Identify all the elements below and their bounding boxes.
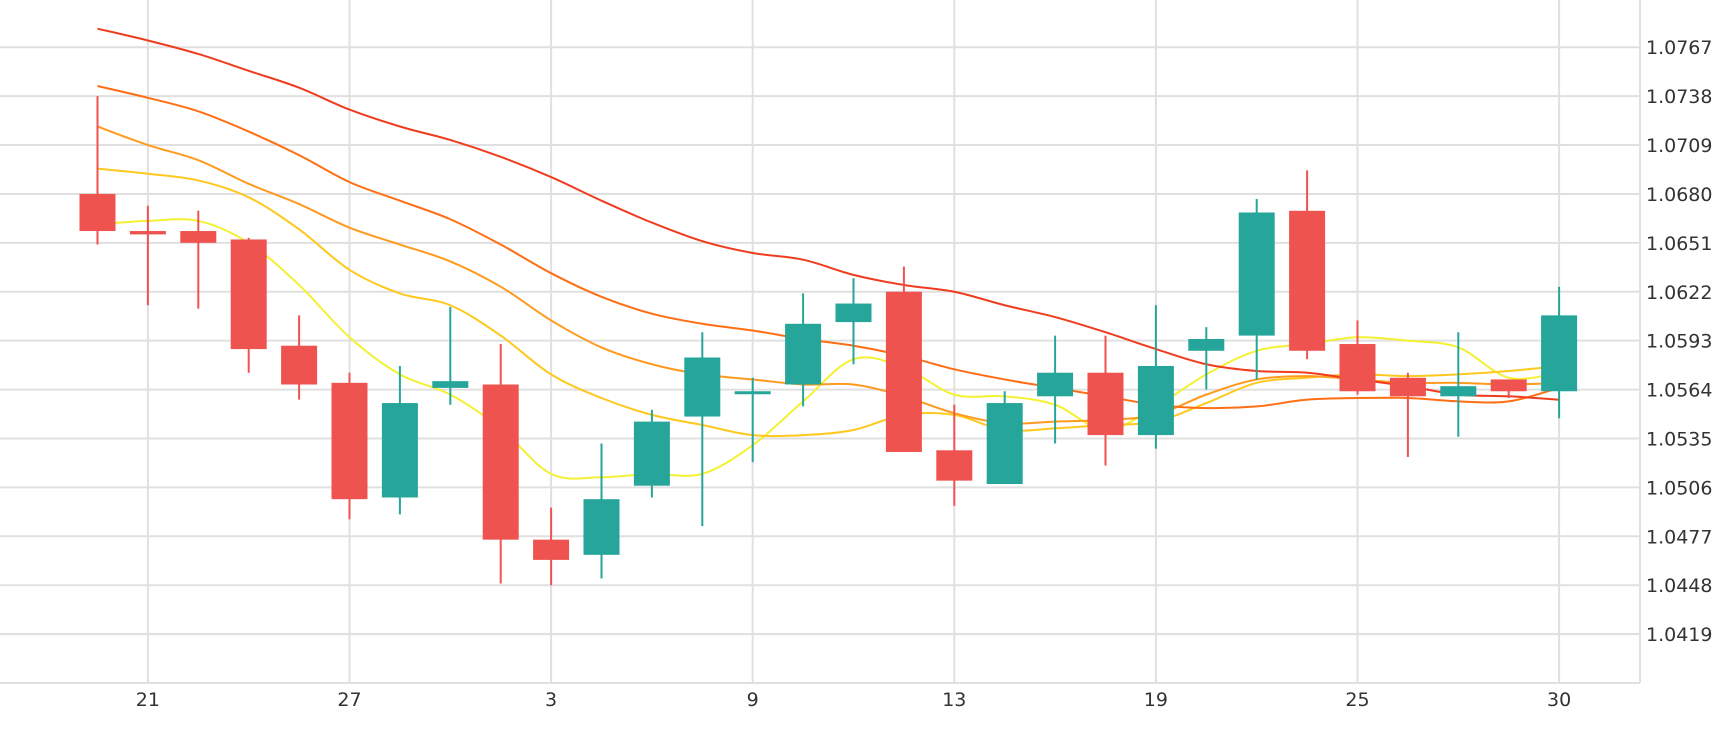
candle-body [482, 384, 519, 540]
x-tick-label: 27 [337, 689, 361, 711]
candle [432, 306, 469, 405]
candle [281, 315, 318, 400]
candle-body [79, 193, 116, 232]
y-tick-label: 1.0680 [1646, 184, 1712, 206]
candle-body [180, 231, 217, 243]
candle [1289, 170, 1326, 360]
candle [835, 278, 872, 365]
y-tick-label: 1.0651 [1646, 233, 1712, 255]
candle [583, 443, 620, 579]
candle [986, 391, 1023, 485]
y-tick-label: 1.0738 [1646, 86, 1712, 108]
candle [1440, 332, 1477, 437]
candle-body [1389, 377, 1426, 397]
candle [533, 507, 570, 586]
candle [1238, 198, 1275, 380]
y-tick-label: 1.0709 [1646, 135, 1712, 157]
candle-body [1289, 210, 1326, 351]
candle [331, 372, 368, 520]
x-tick-label: 30 [1547, 689, 1571, 711]
candle-body [381, 403, 418, 498]
horizontal-gridlines [0, 46, 1640, 636]
candle-body [1339, 344, 1376, 392]
candle [79, 96, 116, 245]
candles [79, 96, 1578, 586]
candle-body [936, 450, 973, 481]
y-tick-label: 1.0477 [1646, 526, 1712, 548]
candle [1389, 372, 1426, 458]
x-axis-tick-labels: 21 27 3 9 13 19 25 30 [136, 689, 1571, 711]
candle-body [1490, 379, 1527, 392]
candle-body [835, 303, 872, 323]
candle-body [331, 382, 368, 500]
x-tick-label: 21 [136, 689, 160, 711]
candle [180, 210, 217, 309]
x-tick-label: 25 [1345, 689, 1369, 711]
candle-body [432, 381, 469, 388]
candle [684, 332, 721, 527]
candle-body [1037, 372, 1074, 397]
candle [936, 404, 973, 506]
candle [1339, 320, 1376, 395]
candle [734, 377, 771, 463]
y-tick-label: 1.0593 [1646, 331, 1712, 353]
y-tick-label: 1.0535 [1646, 428, 1712, 450]
candle-body [885, 291, 922, 452]
candle [633, 409, 670, 498]
moving-average-line-4 [97, 85, 1560, 410]
candle-body [1541, 315, 1578, 392]
candle-body [1440, 386, 1477, 397]
y-tick-label: 1.0622 [1646, 282, 1712, 304]
candle [1188, 327, 1225, 390]
candle [230, 237, 267, 373]
candle-body [1238, 212, 1275, 336]
candle-body [1188, 338, 1225, 351]
candle-body [129, 231, 166, 235]
candle [1541, 286, 1578, 419]
candle-body [281, 345, 318, 385]
candle [785, 293, 822, 407]
candle [129, 205, 166, 306]
candle [1087, 335, 1124, 466]
candle [1037, 335, 1074, 444]
y-tick-label: 1.0767 [1646, 37, 1712, 59]
candle-body [734, 391, 771, 395]
candle-body [633, 421, 670, 486]
candle [381, 365, 418, 515]
moving-average-line-5 [97, 27, 1560, 401]
candle [1490, 379, 1527, 398]
candle-body [986, 403, 1023, 485]
candle [1137, 305, 1174, 449]
y-tick-label: 1.0506 [1646, 477, 1712, 499]
x-tick-label: 9 [747, 689, 759, 711]
candle-body [1087, 372, 1124, 436]
y-tick-label: 1.0448 [1646, 575, 1712, 597]
candle-body [785, 323, 822, 385]
y-axis-tick-labels: 1.0767 1.0738 1.0709 1.0680 1.0651 1.0622 1.05… [1646, 37, 1712, 646]
candle-body [533, 539, 570, 560]
candle-body [230, 239, 267, 350]
candle [482, 344, 519, 584]
x-tick-label: 3 [545, 689, 557, 711]
candle [885, 266, 922, 452]
candle-body [684, 357, 721, 417]
y-tick-label: 1.0564 [1646, 380, 1712, 402]
candle-body [583, 499, 620, 555]
candle-body [1137, 365, 1174, 436]
y-tick-label: 1.0419 [1646, 624, 1712, 646]
moving-average-line-2 [97, 167, 1560, 438]
x-tick-label: 13 [942, 689, 966, 711]
moving-average-line-3 [97, 125, 1560, 425]
x-tick-label: 19 [1144, 689, 1168, 711]
